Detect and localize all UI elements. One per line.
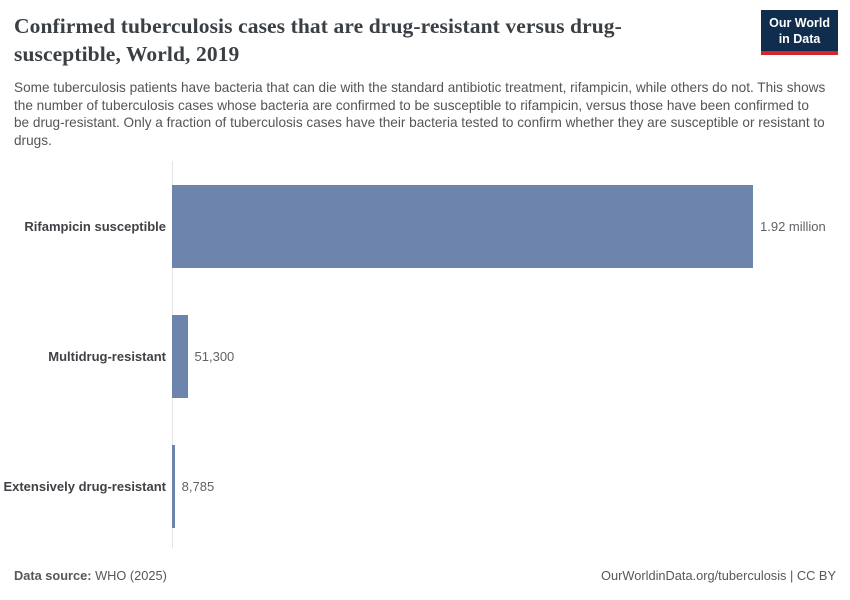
data-source: Data source: WHO (2025) xyxy=(14,568,167,583)
chart-title: Confirmed tuberculosis cases that are dr… xyxy=(14,14,622,66)
data-source-value: WHO (2025) xyxy=(91,568,167,583)
chart-row: Extensively drug-resistant 8,785 xyxy=(0,421,850,551)
footer-credit[interactable]: OurWorldinData.org/tuberculosis | CC BY xyxy=(601,568,836,583)
value-label: 1.92 million xyxy=(760,218,826,234)
category-label: Multidrug-resistant xyxy=(48,348,166,364)
value-label: 51,300 xyxy=(194,348,235,364)
bar[interactable] xyxy=(172,184,753,268)
chart-subtitle: Some tuberculosis patients have bacteria… xyxy=(14,80,826,149)
footer: Data source: WHO (2025) OurWorldinData.o… xyxy=(14,568,836,583)
owid-logo[interactable]: Our World in Data xyxy=(761,10,838,55)
chart-row: Multidrug-resistant 51,300 xyxy=(0,291,850,421)
bar[interactable] xyxy=(172,444,175,528)
bar[interactable] xyxy=(172,314,188,398)
owid-logo-text-line2: in Data xyxy=(778,32,821,46)
category-label: Rifampicin susceptible xyxy=(24,218,166,234)
bar-chart: Rifampicin susceptible 1.92 million Mult… xyxy=(0,161,850,551)
chart-row: Rifampicin susceptible 1.92 million xyxy=(0,161,850,291)
chart-rows: Rifampicin susceptible 1.92 million Mult… xyxy=(0,161,850,551)
data-source-label: Data source: xyxy=(14,568,92,583)
category-label: Extensively drug-resistant xyxy=(3,478,166,494)
owid-logo-text-line1: Our World xyxy=(769,16,830,30)
value-label: 8,785 xyxy=(181,478,215,494)
